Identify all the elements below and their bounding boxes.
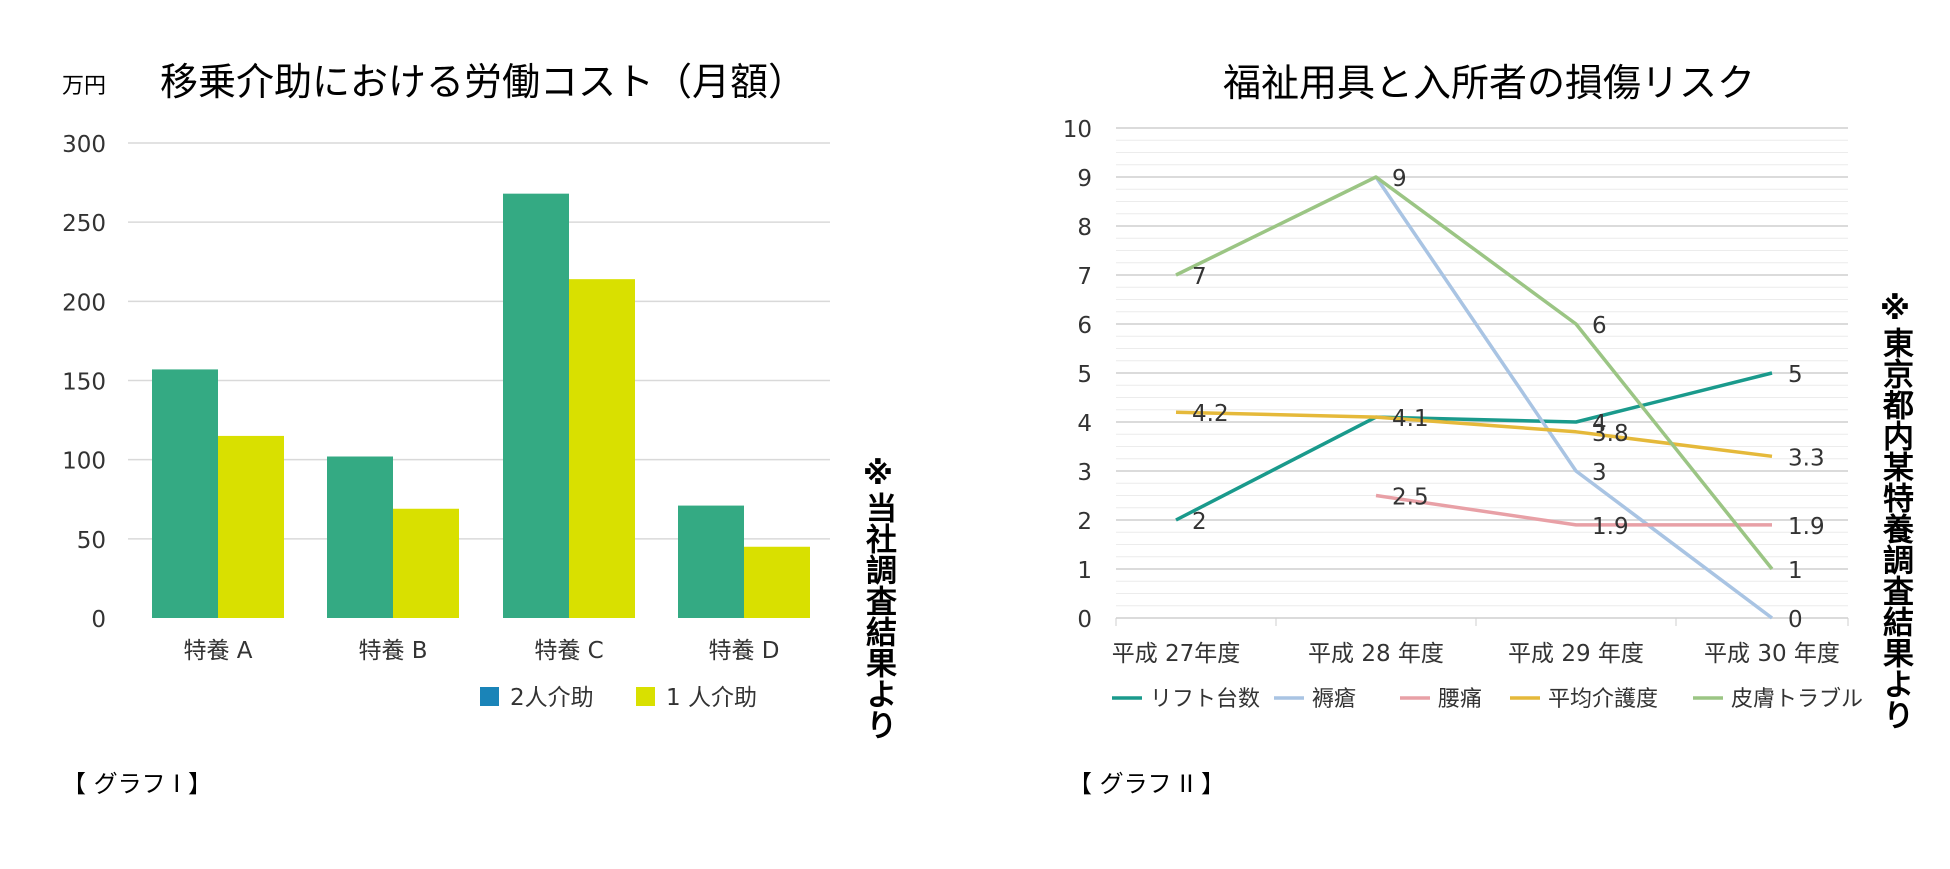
chart1-y-tick-label: 200 xyxy=(62,290,106,316)
chart1-y-tick-label: 50 xyxy=(77,528,106,554)
chart2-y-tick-label: 0 xyxy=(1077,607,1092,633)
chart1-bar xyxy=(152,369,218,618)
chart2-data-label: 2 xyxy=(1192,509,1207,535)
chart2-x-axis-ticks: 平成 27年度 平成 28 年度 平成 29 年度 平成 30 年度 xyxy=(1112,641,1840,667)
chart1-title: 移乗介助における労働コスト（月額） xyxy=(160,60,806,104)
chart2-data-label: 0 xyxy=(1788,607,1803,633)
chart2-lines xyxy=(1175,175,1774,620)
chart1-source-note: ※当社調査結果より xyxy=(860,456,897,740)
chart2-x-tick-label: 平成 29 年度 xyxy=(1508,641,1644,667)
chart2-series-line xyxy=(1375,493,1772,527)
chart2-series-line xyxy=(1175,175,1774,571)
chart1-legend-label: 1 人介助 xyxy=(666,685,757,711)
chart2-y-tick-label: 10 xyxy=(1063,117,1092,143)
chart2-data-label: 3 xyxy=(1592,460,1607,486)
chart1-bar xyxy=(678,505,744,618)
chart1-x-axis-ticks: 特養 A 特養 B 特養 C 特養 D xyxy=(183,638,779,664)
chart2-legend-label: 皮膚トラブル xyxy=(1731,687,1863,712)
chart2-data-label: 1.9 xyxy=(1592,514,1629,540)
chart1-x-tick-label: 特養 A xyxy=(183,638,252,664)
chart1-y-tick-label: 0 xyxy=(91,607,106,633)
chart2-gridlines xyxy=(1115,127,1849,626)
chart1-y-tick-label: 100 xyxy=(62,449,106,475)
chart1-x-tick-label: 特養 B xyxy=(358,638,427,664)
chart1-bar xyxy=(569,279,635,618)
chart2-title: 福祉用具と入所者の損傷リスク xyxy=(1223,61,1755,105)
chart2-y-tick-label: 3 xyxy=(1077,460,1092,486)
chart2-x-tick-label: 平成 30 年度 xyxy=(1704,641,1840,667)
chart2-data-label: 9 xyxy=(1392,166,1407,192)
chart2-y-tick-label: 1 xyxy=(1077,558,1092,584)
chart2-series-line xyxy=(1175,371,1773,522)
chart1-bar xyxy=(393,508,459,618)
chart2-caption: 【 グラフ II 】 xyxy=(1068,770,1225,798)
chart2-y-tick-label: 4 xyxy=(1077,411,1092,437)
chart1-bar xyxy=(218,435,284,618)
chart2-y-tick-label: 9 xyxy=(1077,166,1092,192)
chart1-legend: 2人介助 1 人介助 xyxy=(480,685,757,711)
chart1-caption: 【 グラフ I 】 xyxy=(62,770,212,798)
chart2-data-label: 2.5 xyxy=(1392,485,1429,511)
chart2-data-label: 5 xyxy=(1788,362,1803,388)
chart2-data-label: 7 xyxy=(1192,264,1207,290)
chart2-y-tick-label: 8 xyxy=(1077,215,1092,241)
chart2-y-tick-label: 5 xyxy=(1077,362,1092,388)
chart1-bar xyxy=(327,456,393,618)
chart2-data-label: 3.8 xyxy=(1592,421,1629,447)
chart1-x-tick-label: 特養 D xyxy=(708,638,779,664)
chart2-y-tick-label: 2 xyxy=(1077,509,1092,535)
chart2-data-label: 4.1 xyxy=(1392,406,1429,432)
chart1-bar xyxy=(744,546,810,618)
chart2-data-label: 3.3 xyxy=(1788,445,1825,471)
chart2-legend-label: 褥瘡 xyxy=(1312,687,1356,712)
chart1-bars xyxy=(152,193,810,618)
chart2-data-label: 1.9 xyxy=(1788,514,1825,540)
chart2-data-label: 1 xyxy=(1788,558,1803,584)
chart2-data-label: 4 xyxy=(1592,411,1607,437)
chart2-legend: リフト台数 褥瘡 腰痛 平均介護度 皮膚トラブル xyxy=(1112,687,1863,712)
chart2-x-tick-label: 平成 27年度 xyxy=(1112,641,1241,667)
chart1-y-tick-label: 300 xyxy=(62,132,106,158)
chart1-y-tick-label: 250 xyxy=(62,211,106,237)
chart2-legend-label: 腰痛 xyxy=(1438,687,1482,712)
chart2-x-tick-label: 平成 28 年度 xyxy=(1308,641,1444,667)
chart2-source-note: ※東京都内某特養調査結果より xyxy=(1877,291,1915,730)
chart2-y-tick-label: 6 xyxy=(1077,313,1092,339)
chart2-data-label: 4.2 xyxy=(1192,401,1229,427)
chart1-legend-swatch xyxy=(636,687,655,706)
chart2-data-labels: 2 4.1 4 5 3 0 2.5 1.9 1.9 4.2 3.8 3.3 7 9 6 1 xyxy=(1192,166,1825,633)
chart1-y-tick-label: 150 xyxy=(62,370,106,396)
chart2-series-line xyxy=(1374,176,1774,620)
chart1-x-tick-label: 特養 C xyxy=(534,638,603,664)
chart1-y-axis-ticks: 0 50 100 150 200 250 300 xyxy=(62,132,106,633)
chart2-y-tick-label: 7 xyxy=(1077,264,1092,290)
chart2-y-axis-ticks: 0 1 2 3 4 5 6 7 8 9 10 xyxy=(1063,117,1092,633)
chart2-data-label: 6 xyxy=(1592,313,1607,339)
chart1-legend-label: 2人介助 xyxy=(510,685,594,711)
chart2-legend-label: リフト台数 xyxy=(1150,687,1260,712)
chart1-unit-label: 万円 xyxy=(62,74,106,99)
chart2-legend-label: 平均介護度 xyxy=(1548,687,1658,712)
chart1-legend-swatch xyxy=(480,687,499,706)
chart1-bar xyxy=(503,193,569,618)
